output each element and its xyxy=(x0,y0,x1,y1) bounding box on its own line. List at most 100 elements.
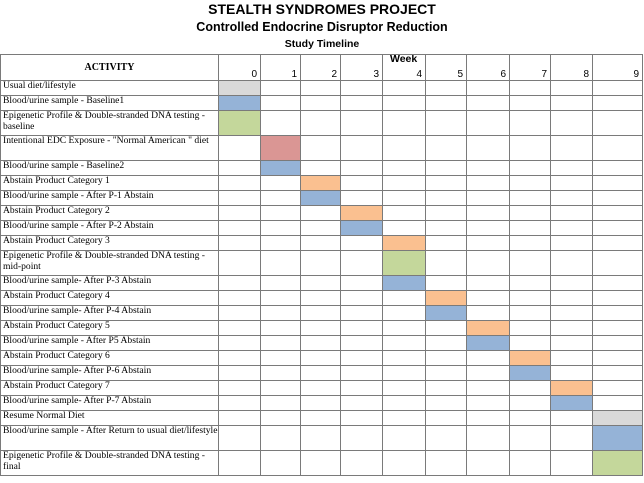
timeline-cell[interactable] xyxy=(260,425,301,451)
timeline-cell[interactable] xyxy=(550,275,593,291)
timeline-cell[interactable] xyxy=(550,235,593,251)
timeline-cell[interactable] xyxy=(260,275,301,291)
timeline-cell[interactable] xyxy=(466,350,510,366)
timeline-block-blue[interactable] xyxy=(550,395,593,411)
timeline-cell[interactable] xyxy=(509,290,551,306)
timeline-cell[interactable] xyxy=(340,160,383,176)
timeline-cell[interactable] xyxy=(382,160,426,176)
timeline-cell[interactable] xyxy=(425,365,467,381)
timeline-cell[interactable] xyxy=(550,335,593,351)
timeline-block-orange[interactable] xyxy=(340,205,383,221)
timeline-cell[interactable] xyxy=(382,190,426,206)
timeline-cell[interactable] xyxy=(466,305,510,321)
timeline-cell[interactable] xyxy=(425,335,467,351)
timeline-cell[interactable] xyxy=(592,135,643,161)
timeline-cell[interactable] xyxy=(260,320,301,336)
timeline-cell[interactable] xyxy=(340,290,383,306)
timeline-cell[interactable] xyxy=(509,205,551,221)
timeline-cell[interactable] xyxy=(260,175,301,191)
timeline-cell[interactable] xyxy=(509,275,551,291)
timeline-cell[interactable] xyxy=(425,450,467,476)
timeline-cell[interactable] xyxy=(425,235,467,251)
timeline-block-orange[interactable] xyxy=(550,380,593,396)
timeline-cell[interactable] xyxy=(340,80,383,96)
timeline-cell[interactable] xyxy=(592,275,643,291)
timeline-cell[interactable] xyxy=(260,80,301,96)
timeline-cell[interactable] xyxy=(466,95,510,111)
timeline-cell[interactable] xyxy=(509,110,551,136)
timeline-cell[interactable] xyxy=(425,205,467,221)
timeline-cell[interactable] xyxy=(550,450,593,476)
timeline-cell[interactable] xyxy=(466,220,510,236)
timeline-cell[interactable] xyxy=(382,175,426,191)
timeline-cell[interactable] xyxy=(509,175,551,191)
timeline-cell[interactable] xyxy=(550,175,593,191)
timeline-cell[interactable] xyxy=(340,365,383,381)
timeline-cell[interactable] xyxy=(466,380,510,396)
timeline-cell[interactable] xyxy=(425,350,467,366)
timeline-cell[interactable] xyxy=(340,410,383,426)
timeline-cell[interactable] xyxy=(425,190,467,206)
timeline-cell[interactable] xyxy=(382,135,426,161)
timeline-cell[interactable] xyxy=(382,305,426,321)
timeline-cell[interactable] xyxy=(300,305,341,321)
timeline-cell[interactable] xyxy=(382,365,426,381)
timeline-cell[interactable] xyxy=(592,175,643,191)
timeline-cell[interactable] xyxy=(425,95,467,111)
timeline-cell[interactable] xyxy=(509,450,551,476)
timeline-cell[interactable] xyxy=(340,110,383,136)
timeline-cell[interactable] xyxy=(300,135,341,161)
timeline-cell[interactable] xyxy=(550,95,593,111)
timeline-cell[interactable] xyxy=(592,235,643,251)
timeline-block-gray[interactable] xyxy=(592,410,643,426)
timeline-cell[interactable] xyxy=(592,95,643,111)
timeline-cell[interactable] xyxy=(592,365,643,381)
timeline-cell[interactable] xyxy=(340,135,383,161)
timeline-cell[interactable] xyxy=(550,220,593,236)
timeline-cell[interactable] xyxy=(340,395,383,411)
timeline-cell[interactable] xyxy=(382,410,426,426)
timeline-cell[interactable] xyxy=(466,110,510,136)
timeline-cell[interactable] xyxy=(382,95,426,111)
timeline-cell[interactable] xyxy=(550,305,593,321)
timeline-block-blue[interactable] xyxy=(260,160,301,176)
timeline-cell[interactable] xyxy=(509,410,551,426)
timeline-cell[interactable] xyxy=(425,175,467,191)
timeline-cell[interactable] xyxy=(260,235,301,251)
timeline-cell[interactable] xyxy=(592,290,643,306)
timeline-cell[interactable] xyxy=(300,160,341,176)
timeline-cell[interactable] xyxy=(260,395,301,411)
timeline-cell[interactable] xyxy=(466,365,510,381)
timeline-cell[interactable] xyxy=(509,380,551,396)
timeline-cell[interactable] xyxy=(382,380,426,396)
timeline-cell[interactable] xyxy=(425,250,467,276)
timeline-cell[interactable] xyxy=(218,205,261,221)
timeline-block-blue[interactable] xyxy=(425,305,467,321)
timeline-block-blue[interactable] xyxy=(466,335,510,351)
timeline-cell[interactable] xyxy=(382,80,426,96)
timeline-block-red[interactable] xyxy=(260,135,301,161)
timeline-cell[interactable] xyxy=(218,450,261,476)
timeline-block-green[interactable] xyxy=(382,250,426,276)
timeline-cell[interactable] xyxy=(466,395,510,411)
timeline-cell[interactable] xyxy=(260,365,301,381)
timeline-cell[interactable] xyxy=(260,110,301,136)
timeline-cell[interactable] xyxy=(300,410,341,426)
timeline-cell[interactable] xyxy=(340,350,383,366)
timeline-cell[interactable] xyxy=(218,395,261,411)
timeline-cell[interactable] xyxy=(466,160,510,176)
timeline-cell[interactable] xyxy=(300,220,341,236)
timeline-cell[interactable] xyxy=(300,425,341,451)
timeline-cell[interactable] xyxy=(218,290,261,306)
timeline-cell[interactable] xyxy=(260,335,301,351)
timeline-cell[interactable] xyxy=(300,335,341,351)
timeline-cell[interactable] xyxy=(300,275,341,291)
timeline-cell[interactable] xyxy=(425,160,467,176)
timeline-cell[interactable] xyxy=(550,80,593,96)
timeline-cell[interactable] xyxy=(300,320,341,336)
timeline-cell[interactable] xyxy=(218,335,261,351)
timeline-cell[interactable] xyxy=(466,135,510,161)
timeline-cell[interactable] xyxy=(218,425,261,451)
timeline-cell[interactable] xyxy=(218,160,261,176)
timeline-cell[interactable] xyxy=(550,350,593,366)
